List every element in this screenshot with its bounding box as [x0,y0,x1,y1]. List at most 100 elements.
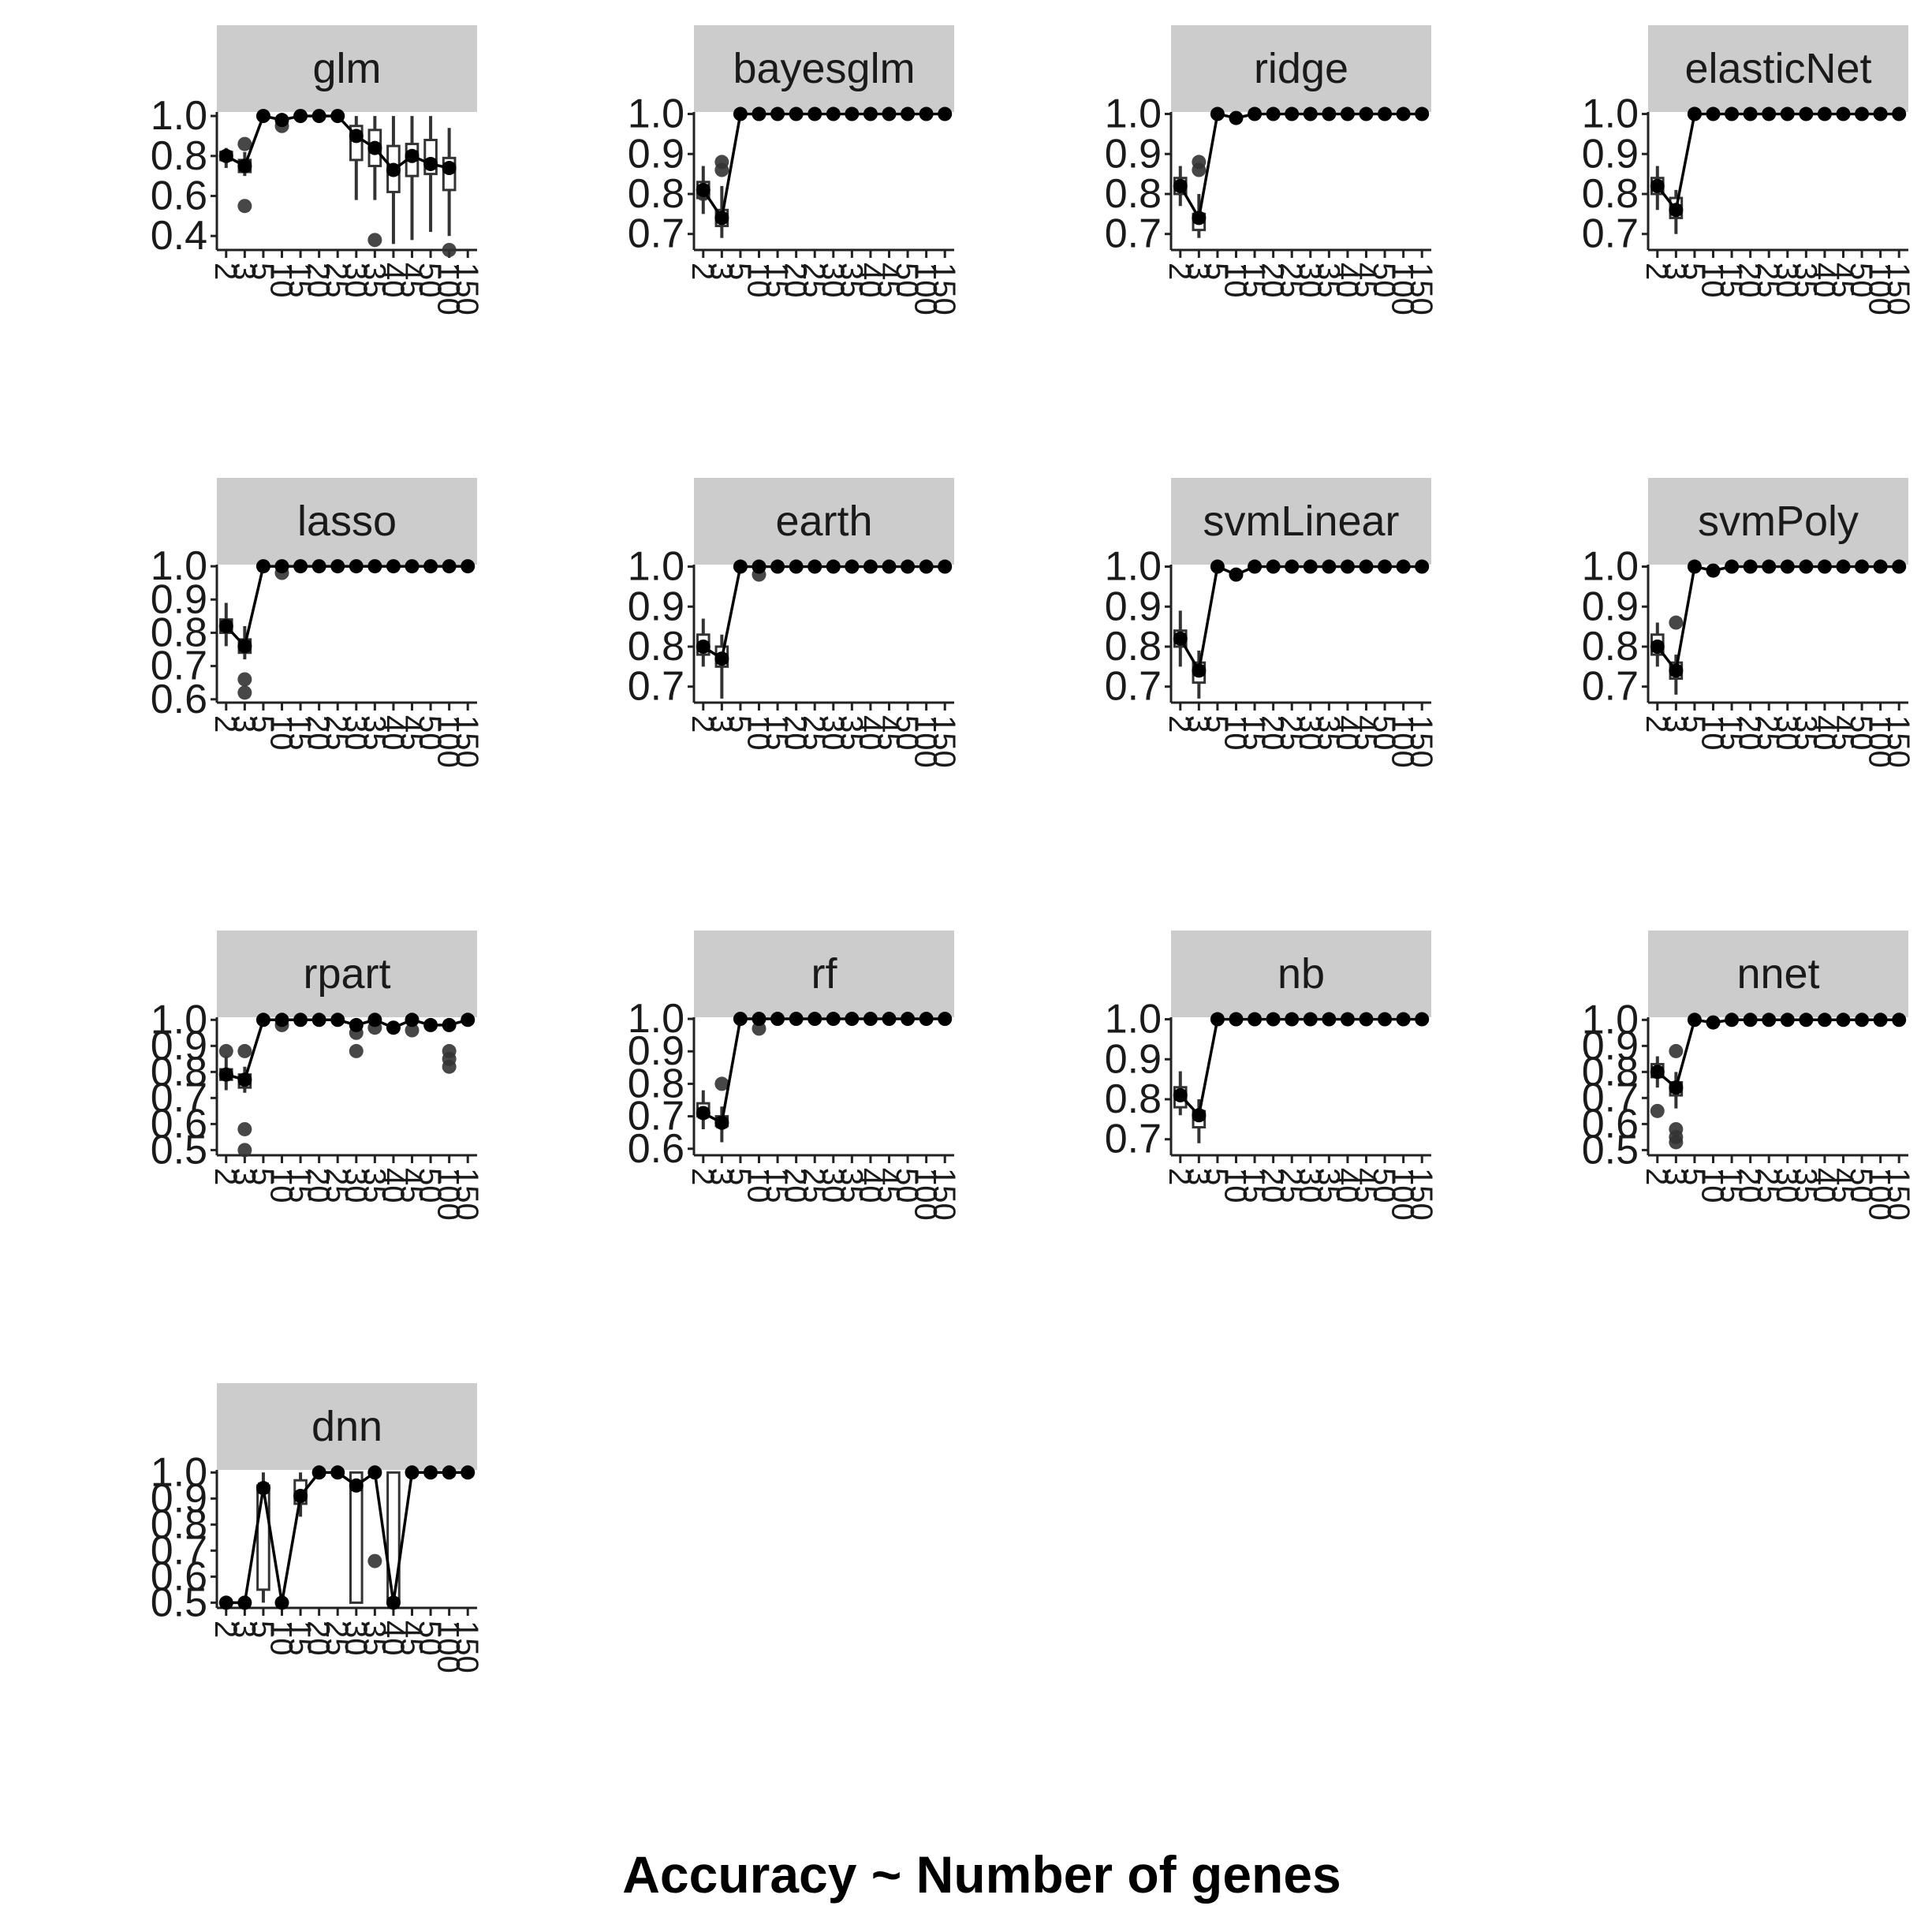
mean-point [423,559,438,574]
mean-point [1192,211,1207,226]
y-tick-label: 0.5 [151,1580,207,1625]
y-tick-label: 0.5 [151,1127,207,1173]
y-tick-label: 1.0 [151,997,207,1042]
mean-point [733,559,748,574]
mean-point [1173,178,1188,193]
x-tick-label: 10 [741,263,776,298]
mean-point [293,1489,308,1504]
x-tick-label: 150 [1404,715,1438,768]
mean-point [1817,559,1832,574]
mean-point [1836,559,1851,574]
y-tick-label: 1.0 [1582,544,1639,590]
y-tick-label: 0.8 [628,624,684,669]
mean-point [367,1465,382,1480]
x-tick-label: 3 [226,1621,261,1638]
strip-label-ridge: ridge [1254,45,1348,92]
x-tick-label: 30 [1292,1168,1327,1203]
outlier-point [349,1043,364,1058]
x-tick-label: 30 [815,263,850,298]
mean-point [1743,106,1758,121]
y-tick-label: 0.4 [151,213,207,259]
mean-point [1743,1013,1758,1028]
x-tick-label: 30 [338,715,373,751]
mean-point [330,559,345,574]
x-tick-label: 35 [1311,1168,1345,1203]
mean-point [386,162,401,177]
mean-point [882,559,897,574]
x-tick-label: 10 [264,1621,299,1656]
x-tick-label: 45 [394,263,429,298]
y-tick-label: 0.6 [151,173,207,219]
mean-point [1836,106,1851,121]
mean-point [311,1013,326,1028]
y-tick-label: 0.8 [151,1049,207,1095]
y-tick-label: 0.7 [1105,1117,1162,1162]
y-tick-label: 0.6 [151,677,207,722]
y-tick-label: 0.7 [1105,664,1162,710]
x-tick-label: 2 [1639,1168,1674,1185]
x-tick-label: 150 [927,715,961,768]
x-tick-label: 5 [722,263,757,280]
x-tick-label: 20 [778,1168,813,1203]
y-tick-label: 0.9 [1582,131,1639,177]
outlier-point [1650,1103,1665,1118]
y-tick-label: 1.0 [1105,997,1162,1042]
mean-point [1322,1012,1337,1027]
strip-label-rf: rf [811,950,838,998]
strip-bayesglm [694,25,954,112]
x-tick-label: 100 [431,715,466,768]
mean-point [901,559,916,574]
x-tick-label: 50 [1844,1168,1878,1203]
mean-point [789,1012,804,1027]
y-tick-label: 0.9 [151,576,207,622]
x-tick-label: 10 [1695,1168,1730,1203]
mean-line [1179,1017,1423,1118]
strip-rf [694,931,954,1017]
mean-point [293,559,308,574]
outlier-point [367,1553,382,1568]
mean-point [1817,1013,1832,1028]
mean-point [901,106,916,121]
y-tick-label: 0.6 [1582,1101,1639,1147]
x-tick-label: 2 [1639,263,1674,280]
x-tick-label: 150 [449,715,484,768]
y-tick-label: 1.0 [628,996,684,1042]
x-tick-label: 10 [741,1168,776,1203]
mean-point [1762,559,1777,574]
outlier-point [237,199,252,214]
x-tick-label: 30 [338,1621,373,1656]
mean-line [1179,565,1423,675]
x-tick-label: 15 [282,715,317,751]
x-tick-label: 100 [1863,1168,1897,1221]
mean-point [1873,106,1888,121]
strip-label-elasticnet: elasticNet [1684,45,1871,92]
mean-point [1303,106,1318,121]
x-tick-label: 20 [1732,1168,1767,1203]
mean-point [1266,559,1281,574]
chart-caption: Accuracy ~ Number of genes [622,1845,1341,1904]
strip-label-dnn: dnn [311,1403,382,1450]
panel-nb: nb0.70.80.91.023510152025303540455010015… [1105,931,1438,1221]
x-tick-label: 2 [208,715,243,733]
x-tick-label: 2 [685,1168,720,1185]
x-tick-label: 150 [927,1168,961,1221]
x-tick-label: 40 [852,715,887,751]
x-tick-label: 40 [852,1168,887,1203]
mean-point [1780,106,1795,121]
mean-point [789,106,804,121]
x-tick-label: 40 [1807,715,1841,751]
x-tick-label: 3 [1180,715,1215,733]
outlier-point [218,1043,233,1058]
mean-point [714,1115,729,1130]
x-tick-label: 2 [685,263,720,280]
x-tick-label: 35 [1311,715,1345,751]
strip-glm [217,25,477,112]
mean-point [1396,1012,1411,1027]
x-tick-label: 3 [703,715,738,733]
x-tick-label: 15 [759,263,794,298]
x-tick-label: 100 [1386,1168,1420,1221]
strip-earth [694,478,954,565]
y-tick-label: 0.6 [628,1126,684,1172]
mean-point [1669,203,1684,218]
x-tick-label: 2 [208,263,243,280]
